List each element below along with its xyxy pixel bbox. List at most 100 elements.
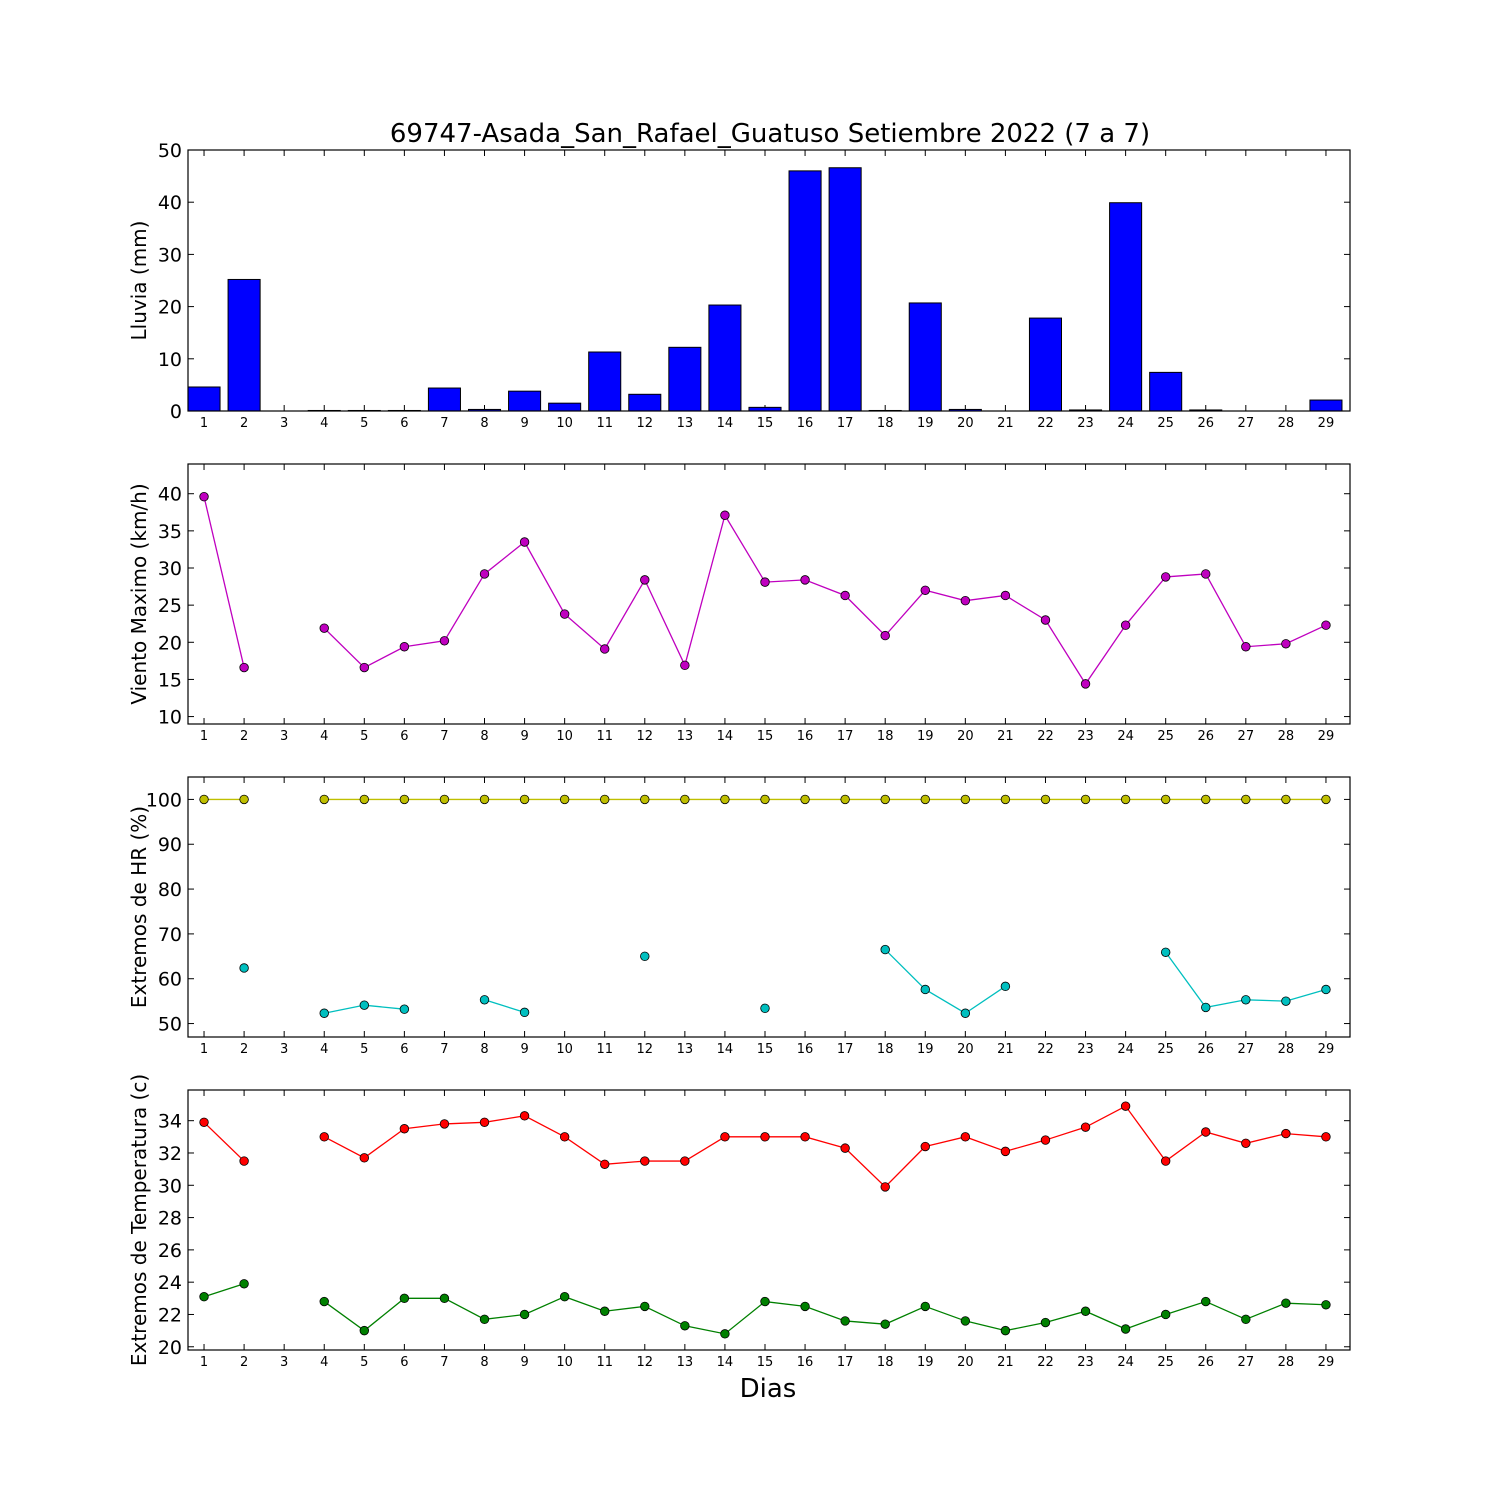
series-2-point-day-22	[1040, 1317, 1051, 1328]
x-tick-label: 29	[1318, 729, 1335, 744]
series-1-point-day-5	[359, 1153, 370, 1163]
x-tick-label: 14	[717, 1355, 734, 1370]
x-tick-label: 14	[717, 729, 734, 744]
x-tick-label: 23	[1077, 1042, 1094, 1057]
series-2-point-day-9	[519, 1309, 530, 1320]
x-tick-label: 2	[240, 416, 248, 431]
series-1-point-day-26	[1201, 569, 1211, 579]
series-1-point-day-18	[880, 630, 890, 641]
x-tick-label: 29	[1318, 416, 1335, 431]
series-1-point-day-12	[640, 794, 650, 805]
x-tick-label: 18	[877, 1355, 894, 1370]
x-tick-label: 1	[200, 1042, 208, 1057]
series-2-point-day-21	[1000, 1325, 1011, 1336]
x-tick-label: 7	[440, 416, 448, 431]
x-tick-label: 9	[520, 416, 528, 431]
x-tick-label: 26	[1197, 416, 1214, 431]
x-tick-label: 25	[1157, 729, 1174, 744]
bar-day-9	[508, 390, 542, 412]
x-tick-label: 9	[520, 1042, 528, 1057]
series-1-point-day-13	[680, 1156, 690, 1166]
x-tick-label: 12	[637, 416, 654, 431]
y-tick-label: 26	[158, 1240, 182, 1262]
bar-day-1	[187, 386, 221, 412]
x-tick-label: 22	[1037, 1355, 1054, 1370]
x-tick-label: 26	[1197, 1355, 1214, 1370]
plot-area	[188, 150, 1350, 411]
x-tick-label: 21	[997, 729, 1014, 744]
series-1-point-day-6	[399, 1124, 410, 1134]
x-tick-label: 29	[1318, 1355, 1335, 1370]
x-tick-label: 19	[917, 1355, 934, 1370]
series-2-point-day-11	[600, 1306, 610, 1316]
series-1-point-day-6	[399, 794, 410, 805]
x-tick-label: 22	[1037, 1042, 1054, 1057]
series-1-point-day-14	[720, 794, 730, 805]
x-tick-label: 20	[957, 729, 974, 744]
series-1-point-day-29	[1321, 794, 1331, 805]
series-1-point-day-11	[600, 644, 610, 654]
series-1-point-day-27	[1241, 794, 1251, 805]
series-2-point-day-2	[239, 963, 249, 973]
plot-frame	[187, 776, 1351, 1038]
series-1-point-day-5	[359, 794, 370, 805]
series-1-point-day-27	[1241, 642, 1251, 652]
series-2-point-day-17	[840, 1316, 850, 1326]
series-1-point-day-9	[519, 794, 530, 805]
series-1-point-day-16	[800, 794, 810, 805]
bar-day-13	[668, 346, 702, 412]
y-tick-label: 20	[158, 1337, 182, 1359]
series-1-point-day-28	[1281, 1128, 1291, 1139]
series-1-point-day-8	[479, 569, 490, 579]
series-1-point-day-15	[760, 577, 770, 587]
series-1-point-day-20	[960, 595, 971, 606]
x-tick-label: 17	[837, 1355, 854, 1370]
x-tick-label: 1	[200, 1355, 208, 1370]
y-tick-label: 30	[158, 1175, 182, 1197]
x-tick-label: 8	[480, 729, 488, 744]
bar-day-29	[1309, 399, 1343, 412]
y-tick-label: 100	[146, 789, 182, 811]
x-tick-label: 26	[1197, 729, 1214, 744]
x-tick-label: 6	[400, 416, 408, 431]
x-tick-label: 19	[917, 729, 934, 744]
series-2-point-day-9	[519, 1007, 530, 1018]
series-1-point-day-10	[559, 609, 570, 619]
series-1-point-day-10	[559, 794, 570, 805]
series-1-line	[323, 513, 1327, 686]
series-1-point-day-24	[1120, 1101, 1131, 1111]
x-tick-label: 10	[556, 1042, 573, 1057]
x-tick-label: 11	[596, 1042, 613, 1057]
x-tick-label: 15	[757, 416, 774, 431]
x-tick-label: 25	[1157, 1042, 1174, 1057]
bar-day-7	[427, 387, 461, 412]
bar-day-2	[227, 278, 261, 412]
x-tick-label: 7	[440, 1042, 448, 1057]
series-1-point-day-2	[239, 1156, 249, 1166]
series-1-point-day-11	[600, 794, 610, 805]
series-1-point-day-4	[319, 1132, 329, 1142]
series-1-point-day-26	[1201, 794, 1211, 805]
bar-day-11	[588, 351, 622, 412]
x-tick-label: 13	[677, 1355, 694, 1370]
x-tick-label: 16	[797, 416, 814, 431]
y-tick-label: 50	[158, 1014, 182, 1036]
series-2-point-day-15	[760, 1003, 770, 1014]
x-tick-label: 23	[1077, 729, 1094, 744]
series-2-point-day-8	[479, 1314, 490, 1325]
series-1-point-day-14	[720, 510, 730, 520]
y-axis-label: Extremos de HR (%)	[127, 806, 151, 1008]
bar-day-10	[548, 402, 582, 412]
x-tick-label: 24	[1117, 1042, 1134, 1057]
x-tick-label: 7	[440, 729, 448, 744]
y-tick-label: 28	[158, 1208, 182, 1230]
y-tick-label: 32	[158, 1143, 182, 1165]
series-2-point-day-26	[1201, 1296, 1211, 1307]
series-2-point-day-27	[1241, 995, 1251, 1005]
x-tick-label: 13	[677, 729, 694, 744]
x-tick-label: 13	[677, 1042, 694, 1057]
x-tick-label: 2	[240, 1042, 248, 1057]
series-1-point-day-21	[1000, 794, 1011, 805]
